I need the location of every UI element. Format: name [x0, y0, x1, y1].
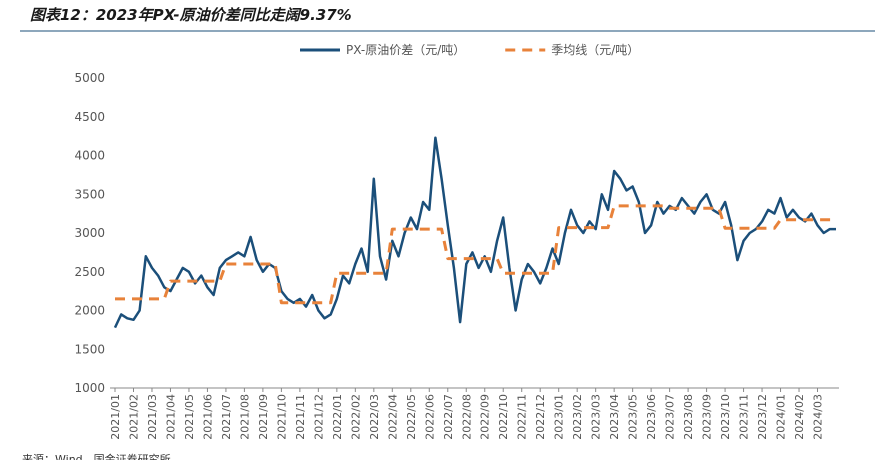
x-tick-label: 2021/07: [220, 394, 233, 440]
x-tick-label: 2022/05: [405, 394, 418, 440]
y-tick-label: 5000: [74, 71, 105, 85]
x-tick-label: 2023/08: [682, 394, 695, 440]
x-tick-label: 2022/12: [534, 394, 547, 440]
y-tick-label: 3500: [74, 187, 105, 201]
y-tick-label: 2000: [74, 304, 105, 318]
x-tick-label: 2023/06: [645, 394, 658, 440]
x-tick-label: 2021/11: [294, 394, 307, 440]
x-tick-label: 2024/03: [812, 394, 825, 440]
x-tick-label: 2021/02: [127, 394, 140, 440]
x-tick-label: 2024/01: [775, 394, 788, 440]
x-tick-label: 2022/06: [423, 394, 436, 440]
x-tick-label: 2023/04: [608, 394, 621, 440]
legend-label: PX-原油价差（元/吨）: [346, 43, 465, 57]
x-tick-label: 2023/02: [571, 394, 584, 440]
x-tick-label: 2022/03: [368, 394, 381, 440]
x-tick-label: 2022/02: [349, 394, 362, 440]
x-tick-label: 2021/03: [146, 394, 159, 440]
x-tick-label: 2021/01: [109, 394, 122, 440]
x-tick-label: 2021/09: [257, 394, 270, 440]
x-tick-label: 2021/10: [275, 394, 288, 440]
x-tick-label: 2022/07: [442, 394, 455, 440]
x-tick-label: 2023/12: [756, 394, 769, 440]
source: 来源：Wind，国金证券研究所: [22, 452, 171, 460]
x-tick-label: 2021/12: [312, 394, 325, 440]
x-tick-label: 2021/05: [183, 394, 196, 440]
x-tick-label: 2022/10: [497, 394, 510, 440]
y-tick-label: 1000: [74, 381, 105, 395]
x-tick-label: 2023/11: [738, 394, 751, 440]
y-tick-label: 4500: [74, 110, 105, 124]
quarterly-line: [115, 204, 836, 305]
x-tick-label: 2023/07: [664, 394, 677, 440]
x-tick-label: 2023/05: [627, 394, 640, 440]
x-tick-label: 2022/09: [479, 394, 492, 440]
x-tick-label: 2022/01: [331, 394, 344, 440]
legend-label: 季均线（元/吨）: [551, 43, 639, 57]
x-tick-label: 2023/03: [590, 394, 603, 440]
y-tick-label: 1500: [74, 342, 105, 356]
x-tick-label: 2023/10: [719, 394, 732, 440]
spread-line: [113, 136, 836, 329]
x-tick-label: 2023/01: [553, 394, 566, 440]
x-tick-label: 2021/06: [201, 394, 214, 440]
x-tick-label: 2022/11: [516, 394, 529, 440]
x-tick-label: 2022/04: [386, 394, 399, 440]
x-tick-label: 2022/08: [460, 394, 473, 440]
y-tick-label: 2500: [74, 265, 105, 279]
chart-title: 图表12：2023年PX-原油价差同比走阔9.37%: [30, 6, 352, 24]
y-tick-label: 4000: [74, 149, 105, 163]
y-tick-label: 3000: [74, 226, 105, 240]
x-tick-label: 2024/02: [793, 394, 806, 440]
x-tick-label: 2021/04: [164, 394, 177, 440]
x-tick-label: 2021/08: [238, 394, 251, 440]
x-tick-label: 2023/09: [701, 394, 714, 440]
